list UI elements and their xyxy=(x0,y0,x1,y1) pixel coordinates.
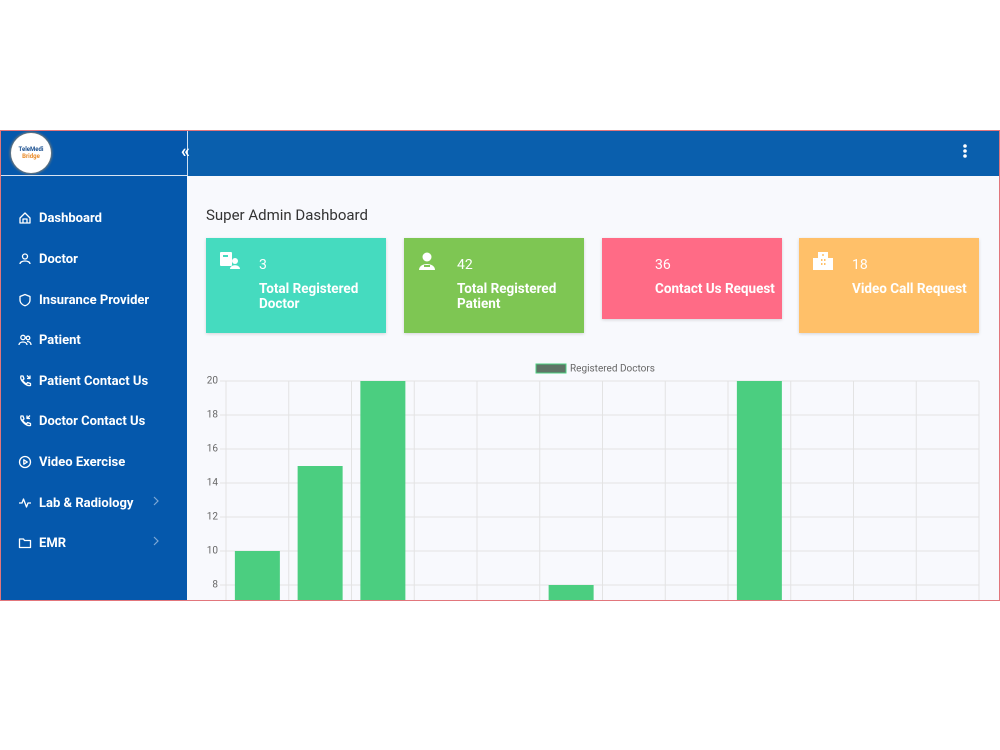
menu-item[interactable]: Dashboard xyxy=(18,208,102,228)
stat-card[interactable]: 42 Total Registered Patient xyxy=(404,238,584,333)
card-value: 3 xyxy=(259,257,267,273)
collapse-button[interactable]: « xyxy=(181,141,190,162)
chevron xyxy=(153,536,159,549)
menu-label: Doctor Contact Us xyxy=(39,413,146,429)
menu-item[interactable]: Lab & Radiology xyxy=(18,493,133,513)
menu-label: EMR xyxy=(39,535,67,551)
card-label: Contact Us Request xyxy=(655,281,775,297)
card-label: Video Call Request xyxy=(852,281,967,297)
page-title: Super Admin Dashboard xyxy=(206,206,368,224)
bar xyxy=(736,381,782,600)
chevron-icon xyxy=(153,536,159,546)
menu-item[interactable]: Doctor xyxy=(18,249,78,269)
menu-label: Patient Contact Us xyxy=(39,373,149,389)
bar xyxy=(360,381,406,600)
app-window: TeleMedi Bridge Dashboard Doctor Insurance … xyxy=(0,130,1000,601)
menu-icon xyxy=(20,415,32,427)
card-value: 18 xyxy=(852,257,868,273)
menu-icon xyxy=(19,498,31,508)
y-tick-label: 12 xyxy=(207,512,219,523)
card-icon xyxy=(419,252,435,270)
y-tick-label: 14 xyxy=(207,478,219,489)
menu-icon xyxy=(19,293,31,307)
stat-card[interactable]: 36 Contact Us Request xyxy=(602,238,782,319)
chart: 8 10 12 14 16 18 20 Registered Doctors xyxy=(207,363,980,600)
logo-text: TeleMedi xyxy=(18,146,44,153)
stat-card[interactable]: 18 Video Call Request xyxy=(799,238,979,333)
bar xyxy=(548,585,594,600)
bar xyxy=(297,466,343,600)
y-tick-label: 16 xyxy=(207,444,219,455)
menu-icon xyxy=(19,253,31,265)
logo-text: Bridge xyxy=(22,153,40,160)
menu-item[interactable]: EMR xyxy=(18,533,66,553)
menu-label: Dashboard xyxy=(39,210,102,226)
more-menu[interactable] xyxy=(962,143,968,159)
top-bar: « xyxy=(181,131,999,176)
menu-label: Lab & Radiology xyxy=(39,495,134,511)
content: 8 10 12 14 16 18 20 Registered Doctors Super Ad… xyxy=(187,176,999,600)
menu-icon xyxy=(20,375,32,387)
logo: TeleMedi Bridge xyxy=(11,133,51,173)
menu-label: Insurance Provider xyxy=(39,292,150,308)
menu-label: Doctor xyxy=(39,251,78,267)
menu-icon xyxy=(18,455,32,469)
bar xyxy=(234,551,280,600)
y-tick-label: 18 xyxy=(207,410,219,421)
menu-label: Patient xyxy=(39,332,81,348)
stat-card[interactable]: 3 Total Registered Doctor xyxy=(206,238,386,333)
card-icon xyxy=(813,252,833,270)
menu-item[interactable]: Patient xyxy=(18,330,81,350)
menu-item[interactable]: Video Exercise xyxy=(18,452,125,472)
menu-icon xyxy=(19,212,31,224)
menu-item[interactable]: Patient Contact Us xyxy=(18,371,148,391)
menu-icon xyxy=(18,538,32,549)
divider xyxy=(1,175,187,176)
y-tick-label: 20 xyxy=(207,376,219,387)
legend-swatch xyxy=(535,363,567,374)
y-tick-label: 10 xyxy=(207,546,219,557)
menu-label: Video Exercise xyxy=(39,454,126,470)
sidebar: TeleMedi Bridge Dashboard Doctor Insurance … xyxy=(1,131,187,600)
menu-item[interactable]: Doctor Contact Us xyxy=(18,411,145,431)
chevron xyxy=(153,496,159,509)
card-label: Total Registered Doctor xyxy=(259,281,359,312)
menu-icon xyxy=(18,334,32,346)
menu-item[interactable]: Insurance Provider xyxy=(18,290,149,310)
card-icon xyxy=(220,252,240,269)
chevron-icon xyxy=(153,496,159,506)
card-label: Total Registered Patient xyxy=(457,281,557,312)
legend-label: Registered Doctors xyxy=(570,364,655,375)
card-value: 42 xyxy=(457,257,473,273)
card-value: 36 xyxy=(655,257,671,273)
y-tick-label: 8 xyxy=(212,580,218,591)
